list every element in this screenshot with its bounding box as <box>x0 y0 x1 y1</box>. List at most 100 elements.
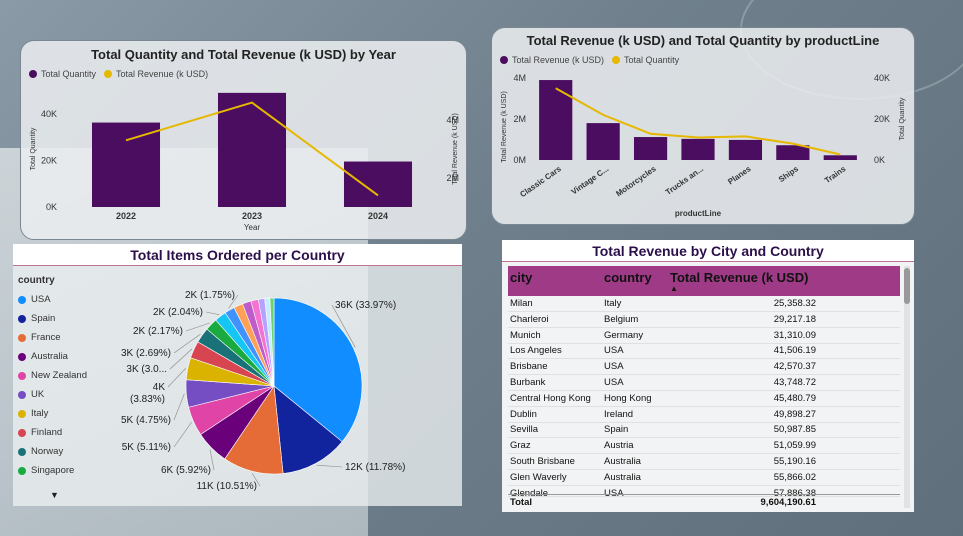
y-tick-label: 0M <box>513 155 526 165</box>
revenue-table[interactable]: city country Total Revenue (k USD) ▲ Mil… <box>502 262 914 512</box>
table-row[interactable]: Glen Waverly Australia 55,866.02 <box>508 470 900 486</box>
cell-city: Charleroi <box>510 313 549 325</box>
cell-city: Sevilla <box>510 424 538 436</box>
x-axis-title: Year <box>244 223 261 232</box>
cell-country: Spain <box>604 424 629 436</box>
table-row[interactable]: South Brisbane Australia 55,190.16 <box>508 454 900 470</box>
table-row[interactable]: Graz Austria 51,059.99 <box>508 438 900 455</box>
legend-dot-revenue <box>104 70 113 78</box>
y-tick-label: 0K <box>46 202 57 212</box>
legend-scroll-down-icon[interactable]: ▼ <box>50 490 59 500</box>
table-row[interactable]: Charleroi Belgium 29,217.18 <box>508 312 900 328</box>
year-chart-legend: Total Quantity Total Revenue (k USD) <box>29 69 208 79</box>
pie-chart-title: Total Items Ordered per Country <box>130 247 345 263</box>
table-row[interactable]: Burbank USA 43,748.72 <box>508 375 900 391</box>
legend-label: UK <box>31 389 45 400</box>
legend-label-quantity: Total Quantity <box>624 55 680 65</box>
pie-data-label: 11K (10.51%) <box>197 481 257 492</box>
table-scroll-thumb[interactable] <box>904 268 910 304</box>
table-scrollbar[interactable] <box>904 266 910 508</box>
pie-title-bar <box>13 244 462 266</box>
x-tick-label: Ships <box>777 164 800 184</box>
bar-Ships <box>776 145 810 160</box>
pie-slice-Spain <box>273 385 343 474</box>
legend-item-spain[interactable]: Spain <box>18 309 138 328</box>
cell-city: Central Hong Kong <box>510 392 591 404</box>
y2-tick-label: 4M <box>446 115 459 125</box>
pie-chart-svg: 36K (33.97%) 12K (11.78%) 11K (10.51%) 6K (… <box>121 290 405 492</box>
bar-2024 <box>343 161 413 207</box>
legend-item-singapore[interactable]: Singapore <box>18 461 138 480</box>
y2-axis-title: Total Quantity <box>899 97 906 140</box>
table-row[interactable]: Glendale USA 57,886.38 <box>508 486 900 497</box>
pie-data-label: 2K (1.75%) <box>185 290 235 301</box>
legend-swatch <box>18 333 26 342</box>
pie-slice-USA <box>273 297 363 443</box>
bar-2022 <box>91 122 161 207</box>
legend-item-usa[interactable]: USA <box>18 290 138 309</box>
table-row[interactable]: Dublin Ireland 49,898.27 <box>508 407 900 423</box>
cell-country: Austria <box>604 440 634 452</box>
legend-dot-quantity <box>29 70 37 78</box>
cell-city: Los Angeles <box>510 345 562 357</box>
cell-city: South Brisbane <box>510 456 575 467</box>
y-tick-label: 2M <box>513 114 526 124</box>
pie-data-label: 6K (5.92%) <box>161 465 211 476</box>
legend-swatch <box>18 428 26 437</box>
table-row[interactable]: Los Angeles USA 41,506.19 <box>508 343 900 360</box>
year-chart-card[interactable]: Total Quantity and Total Revenue (k USD)… <box>20 40 467 240</box>
revenue-line <box>125 101 379 197</box>
x-axis-title: productLine <box>675 209 722 218</box>
legend-label: USA <box>31 294 51 305</box>
cell-revenue: 31,310.09 <box>773 329 816 341</box>
productline-chart-card[interactable]: Total Revenue (k USD) and Total Quantity… <box>491 27 915 225</box>
year-chart-title: Total Quantity and Total Revenue (k USD)… <box>91 47 396 62</box>
header-city[interactable]: city <box>510 270 533 285</box>
table-row[interactable]: Munich Germany 31,310.09 <box>508 328 900 344</box>
legend-item-finland[interactable]: Finland <box>18 423 138 442</box>
table-row[interactable]: Central Hong Kong Hong Kong 45,480.79 <box>508 391 900 407</box>
table-total-row: Total 9,604,190.61 <box>508 494 900 510</box>
legend-item-france[interactable]: France <box>18 328 138 347</box>
cell-revenue: 51,059.99 <box>773 440 816 452</box>
cell-country: USA <box>604 345 624 357</box>
legend-label: Singapore <box>31 465 75 476</box>
cell-country: Ireland <box>604 408 634 420</box>
cell-revenue: 42,570.37 <box>773 361 816 373</box>
cell-city: Burbank <box>510 377 546 388</box>
header-revenue[interactable]: Total Revenue (k USD) ▲ <box>668 266 818 296</box>
cell-country: USA <box>604 377 624 388</box>
table-row[interactable]: Brisbane USA 42,570.37 <box>508 359 900 376</box>
cell-city: Brisbane <box>510 361 548 373</box>
legend-label: Norway <box>31 446 64 457</box>
cell-revenue: 43,748.72 <box>773 377 816 388</box>
bar-Classic Cars <box>539 80 573 160</box>
x-tick-label: Trucks an... <box>664 164 705 197</box>
cell-city: Graz <box>510 440 531 452</box>
legend-item-norway[interactable]: Norway <box>18 442 138 461</box>
legend-item-uk[interactable]: UK <box>18 385 138 404</box>
pie-data-label: 36K (33.97%) <box>335 300 396 311</box>
legend-item-italy[interactable]: Italy <box>18 404 138 423</box>
cell-revenue: 49,898.27 <box>773 408 816 420</box>
table-row[interactable]: Sevilla Spain 50,987.85 <box>508 422 900 439</box>
legend-label: Italy <box>31 408 49 419</box>
y2-axis-title: Total Revenue (k USD) <box>452 113 459 185</box>
legend-swatch <box>18 295 26 304</box>
legend-label: Finland <box>31 427 63 438</box>
legend-item-new-zealand[interactable]: New Zealand <box>18 366 138 385</box>
header-country[interactable]: country <box>604 270 652 285</box>
legend-label-quantity: Total Quantity <box>41 69 97 79</box>
bar-2023 <box>217 92 287 207</box>
x-tick-label: 2024 <box>368 211 388 221</box>
pie-slice-17 <box>269 297 275 387</box>
cell-city: Munich <box>510 329 541 341</box>
table-header: city country Total Revenue (k USD) ▲ <box>508 266 900 296</box>
table-row[interactable]: Milan Italy 25,358.32 <box>508 296 900 312</box>
pie-data-label: 12K (11.78%) <box>345 462 405 473</box>
legend-item-australia[interactable]: Australia <box>18 347 138 366</box>
y-tick-label: 40K <box>41 109 57 119</box>
x-tick-label: 2022 <box>116 211 136 221</box>
cell-country: USA <box>604 361 624 373</box>
cell-country: USA <box>604 487 624 496</box>
